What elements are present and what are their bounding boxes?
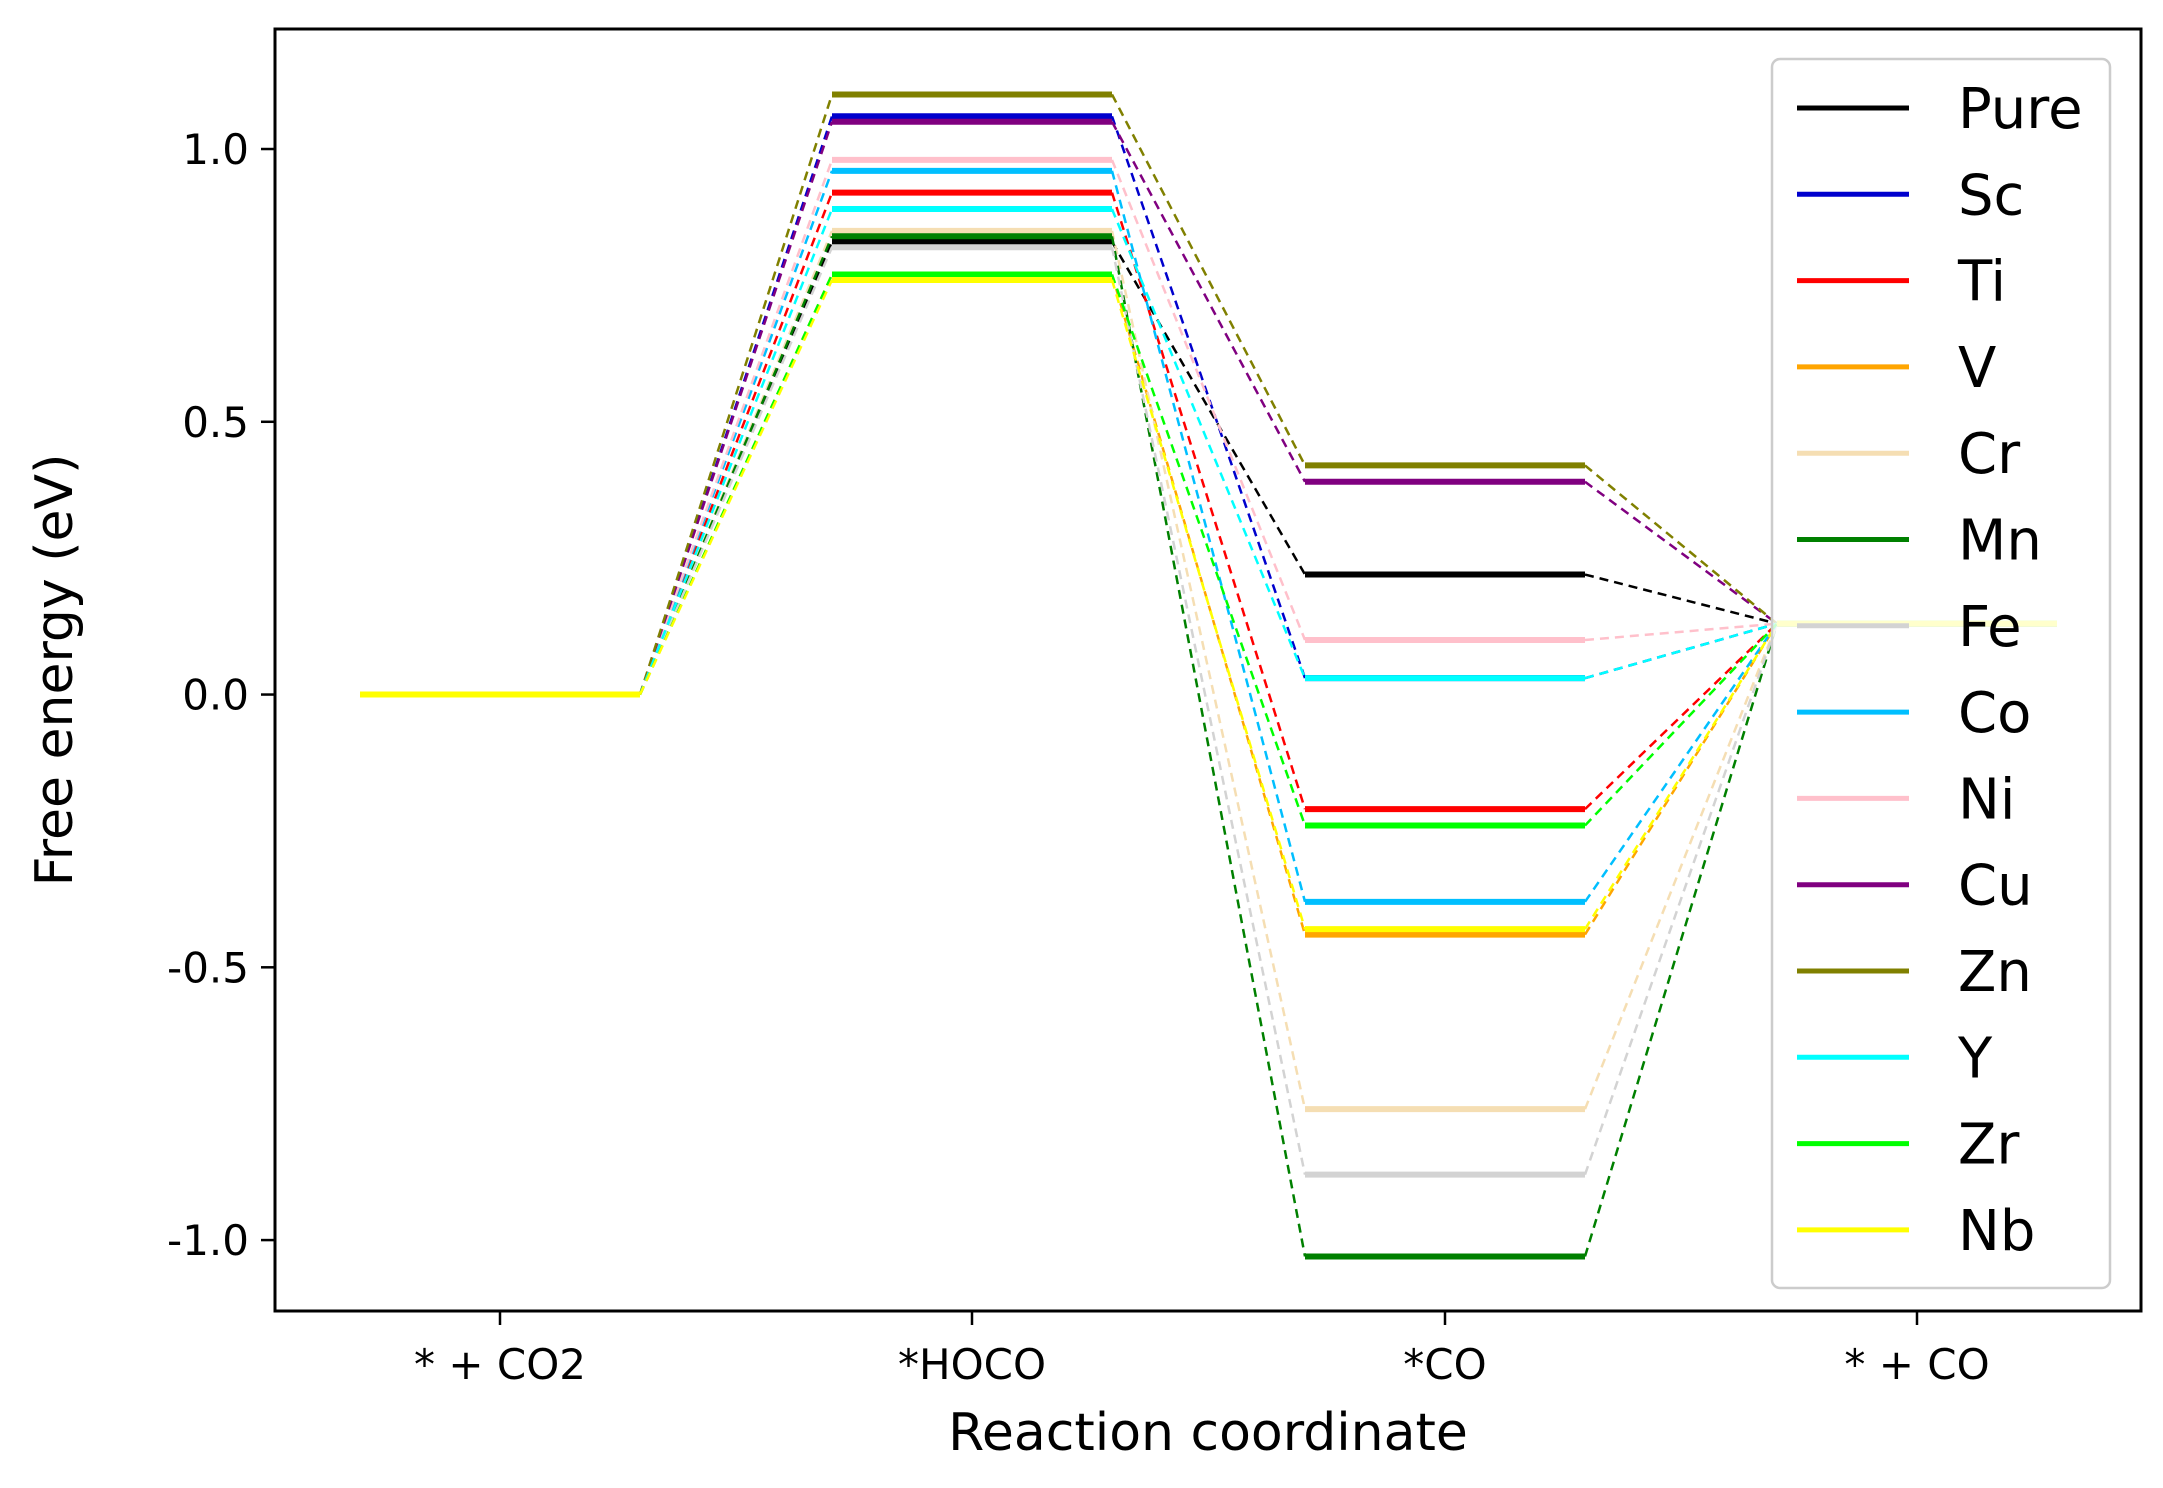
- connector-v-1: [1110, 274, 1307, 935]
- y-tick-label: 1.0: [182, 125, 249, 174]
- connector-cu-2: [1584, 480, 1778, 625]
- plot-frame: [273, 27, 2143, 1313]
- y-tick-label: 0.0: [182, 671, 249, 720]
- connector-nb-1: [1110, 279, 1307, 930]
- connector-fe-2: [1583, 623, 1779, 1176]
- connector-nb-2: [1583, 622, 1779, 930]
- connector-co-1: [1110, 170, 1307, 903]
- connector-y-0: [638, 208, 834, 696]
- y-axis-label: Free energy (eV): [25, 454, 85, 887]
- x-tick-label: *CO: [1403, 1340, 1486, 1389]
- connector-mn-1: [1110, 236, 1307, 1257]
- connector-zr-1: [1110, 274, 1307, 826]
- x-axis: * + CO2 *HOCO *CO * + CO: [414, 1311, 1990, 1389]
- y-tick-label: 0.5: [182, 398, 249, 447]
- connector-zn-1: [1110, 93, 1307, 467]
- connector-ni-1: [1110, 159, 1307, 641]
- legend-label-nb: Nb: [1958, 1199, 2035, 1264]
- legend-label-zn: Zn: [1958, 940, 2032, 1005]
- y-axis: 1.0 0.5 0.0 -0.5 -1.0: [167, 125, 275, 1265]
- legend-label-cu: Cu: [1958, 854, 2033, 919]
- connector-y-1: [1110, 208, 1307, 679]
- connector-cu-0: [638, 121, 834, 695]
- connector-co-2: [1583, 622, 1779, 903]
- legend-box: [1770, 57, 2112, 1290]
- connector-zn-2: [1584, 464, 1778, 625]
- legend-label-zr: Zr: [1958, 1113, 2020, 1178]
- connector-v-2: [1583, 622, 1779, 936]
- connector-zn-0: [638, 94, 834, 695]
- x-tick-label: * + CO: [1844, 1340, 1989, 1389]
- legend-label-pure: Pure: [1958, 77, 2083, 142]
- connector-ni-0: [638, 159, 834, 695]
- legend-label-mn: Mn: [1958, 509, 2042, 574]
- x-tick-label: * + CO2: [414, 1340, 586, 1389]
- x-axis-label: Reaction coordinate: [948, 1403, 1468, 1463]
- x-tick-label: *HOCO: [898, 1340, 1046, 1389]
- connector-mn-2: [1583, 623, 1779, 1257]
- y-tick-label: -0.5: [167, 943, 249, 992]
- legend-label-ni: Ni: [1958, 767, 2015, 832]
- legend-label-sc: Sc: [1958, 163, 2024, 228]
- connector-pure-2: [1584, 573, 1778, 625]
- legend-label-co: Co: [1958, 681, 2031, 746]
- connector-y-2: [1584, 622, 1778, 680]
- legend-label-fe: Fe: [1958, 595, 2022, 660]
- connector-cr-2: [1583, 623, 1779, 1110]
- connector-sc-1: [1110, 115, 1307, 679]
- connector-fe-1: [1110, 246, 1307, 1175]
- legend-label-cr: Cr: [1958, 422, 2021, 487]
- connector-ni-2: [1584, 622, 1778, 642]
- connector-cu-1: [1110, 121, 1307, 483]
- connector-zr-2: [1584, 622, 1778, 827]
- legend: Pure Sc Ti V Cr Mn Fe Co Ni Cu Zn Y Zr Nb: [1770, 57, 2112, 1290]
- y-tick-label: -1.0: [167, 1216, 249, 1265]
- legend-label-ti: Ti: [1957, 250, 2006, 315]
- connector-fe-0: [638, 246, 834, 696]
- legend-label-v: V: [1958, 336, 1996, 401]
- legend-label-y: Y: [1957, 1026, 1993, 1091]
- connector-nb-0: [638, 279, 834, 696]
